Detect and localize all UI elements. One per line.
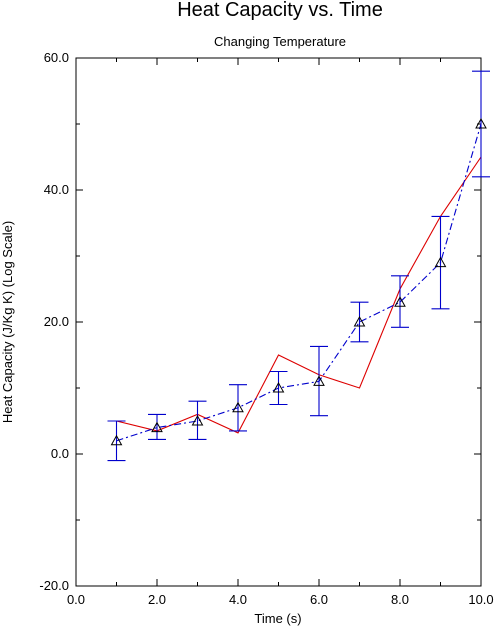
error-bar — [148, 413, 166, 441]
error-bar — [391, 275, 409, 328]
data-point-marker — [110, 434, 123, 446]
data-point-marker — [394, 296, 406, 307]
series-1-line — [116, 156, 482, 434]
series-2-line — [116, 123, 482, 442]
x-tick-label: 6.0 — [310, 592, 328, 607]
y-axis-label: Heat Capacity (J/Kg K) (Log Scale) — [0, 221, 15, 423]
y-axis: -20.0 0.0 20.0 40.0 60.0 — [39, 50, 481, 593]
error-bar — [350, 301, 369, 343]
y-tick-label: 60.0 — [44, 50, 69, 65]
chart-title: Heat Capacity vs. Time — [177, 0, 383, 21]
data-point-marker — [353, 315, 366, 327]
error-bar — [310, 345, 328, 417]
data-point-marker — [232, 401, 244, 413]
data-point-marker — [151, 421, 163, 433]
data-point-marker — [313, 375, 325, 386]
x-tick-label: 4.0 — [229, 592, 247, 607]
y-tick-label: -20.0 — [39, 578, 69, 593]
data-point-marker — [272, 381, 285, 393]
x-tick-label: 2.0 — [148, 592, 166, 607]
y-tick-label: 0.0 — [51, 446, 69, 461]
error-bar — [472, 70, 490, 178]
error-bar — [188, 400, 207, 441]
data-point-marker — [475, 117, 487, 129]
plot-frame — [75, 57, 482, 587]
data-point-marker — [434, 256, 447, 268]
series-layer — [107, 70, 490, 462]
error-bar — [431, 215, 450, 310]
x-tick-label: 8.0 — [391, 592, 409, 607]
x-axis: 0.0 2.0 4.0 6.0 8.0 10.0 — [67, 58, 494, 607]
y-tick-label: 40.0 — [44, 182, 69, 197]
error-bar — [269, 370, 288, 406]
error-bar — [229, 384, 247, 432]
data-point-marker — [191, 414, 204, 426]
x-tick-label: 10.0 — [468, 592, 493, 607]
y-tick-label: 20.0 — [44, 314, 69, 329]
chart-subtitle: Changing Temperature — [214, 34, 346, 49]
x-axis-label: Time (s) — [254, 611, 301, 626]
error-bar — [107, 420, 126, 462]
x-tick-label: 0.0 — [67, 592, 85, 607]
